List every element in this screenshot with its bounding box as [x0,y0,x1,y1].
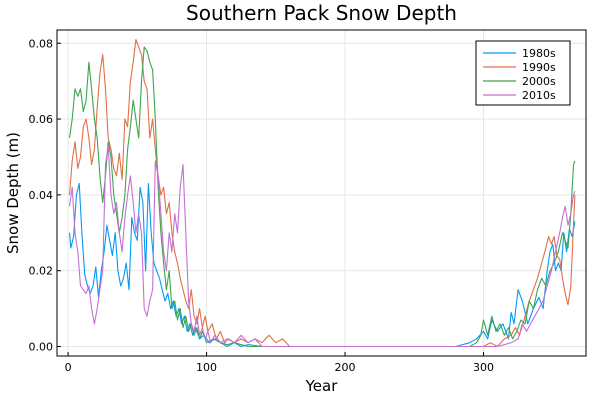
chart-title: Southern Pack Snow Depth [186,1,457,25]
x-tick-label: 0 [65,361,72,374]
x-tick-label: 100 [196,361,217,374]
y-axis-label: Snow Depth (m) [4,132,22,254]
x-tick-label: 300 [473,361,494,374]
plot-frame [56,29,587,357]
y-tick-label: 0.04 [29,189,54,202]
legend-label-1980s: 1980s [522,47,556,60]
legend-label-2000s: 2000s [522,75,556,88]
series-line-1990s [68,38,576,348]
series-lines [68,38,576,348]
axis-ticks: 0 100 200 300 0.00 0.02 0.04 0.06 0.08 [29,37,495,374]
x-tick-label: 200 [335,361,356,374]
series-line-2010s [68,145,576,348]
legend-label-2010s: 2010s [522,89,556,102]
y-tick-label: 0.00 [29,341,54,354]
y-tick-label: 0.08 [29,37,54,50]
y-tick-label: 0.06 [29,113,54,126]
x-axis-label: Year [305,377,339,395]
series-line-1980s [68,182,576,348]
y-tick-label: 0.02 [29,265,54,278]
legend-label-1990s: 1990s [522,61,556,74]
legend-box [475,40,571,106]
